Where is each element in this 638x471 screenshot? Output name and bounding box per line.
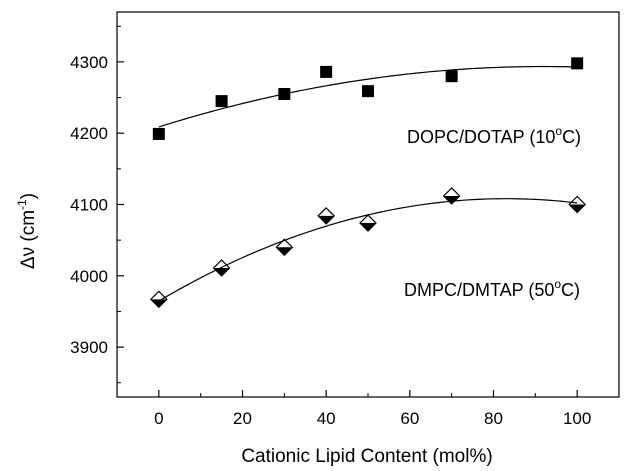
x-tick-label: 0	[154, 409, 163, 428]
x-axis-title: Cationic Lipid Content (mol%)	[241, 446, 492, 467]
series-label-dmpc-dmtap: DMPC/DMTAP (50oC)	[404, 277, 580, 300]
plot-border	[116, 11, 620, 398]
data-point-square	[215, 95, 228, 108]
x-tick-label: 60	[400, 409, 419, 428]
diamond-fill	[213, 267, 230, 276]
diamond-outline	[275, 238, 294, 257]
diamond-outline	[317, 207, 336, 225]
diamond-fill	[443, 195, 460, 204]
x-tick-label: 40	[317, 409, 336, 428]
diamond-fill	[276, 247, 293, 256]
data-point-square	[362, 85, 374, 98]
data-point-diamond	[149, 290, 168, 309]
diamond-fill	[150, 299, 167, 308]
data-point-diamond	[568, 195, 587, 214]
data-point-diamond	[212, 259, 231, 277]
diamond-outline	[442, 187, 461, 205]
y-tick-label: 4200	[70, 124, 108, 143]
y-axis: 3900 4000 4100 4200 4300	[70, 25, 124, 384]
y-tick-label: 4000	[70, 267, 108, 286]
x-axis: 0 20 40 60 80 100	[154, 390, 591, 428]
data-point-diamond	[359, 214, 377, 232]
y-axis-title: Δν (cm-1)	[15, 193, 39, 269]
plot-frame	[116, 11, 620, 398]
diamond-fill	[318, 215, 335, 224]
data-point-square	[152, 127, 165, 140]
diamond-fill	[569, 204, 586, 213]
diamond-outline	[568, 195, 587, 214]
x-tick-label: 100	[563, 409, 591, 428]
data-point-square	[320, 65, 333, 78]
x-tick-label: 20	[233, 409, 252, 428]
data-point-diamond	[442, 187, 461, 205]
data-point-square	[445, 70, 458, 83]
data-point-diamond	[317, 207, 336, 225]
markers	[149, 57, 587, 309]
y-tick-label: 3900	[70, 338, 108, 357]
y-tick-label: 4300	[70, 53, 108, 72]
diamond-outline	[359, 214, 377, 232]
fit-line-series-0	[158, 65, 578, 128]
y-tick-label: 4100	[70, 196, 108, 215]
data-point-square	[571, 57, 584, 70]
data-point-square	[278, 87, 291, 100]
diamond-outline	[212, 259, 231, 277]
diamond-fill	[360, 223, 376, 232]
diamond-outline	[149, 290, 168, 309]
x-tick-label: 80	[484, 409, 503, 428]
series-label-dopc-dotap: DOPC/DOTAP (10oC)	[407, 124, 581, 147]
data-point-diamond	[275, 238, 294, 257]
